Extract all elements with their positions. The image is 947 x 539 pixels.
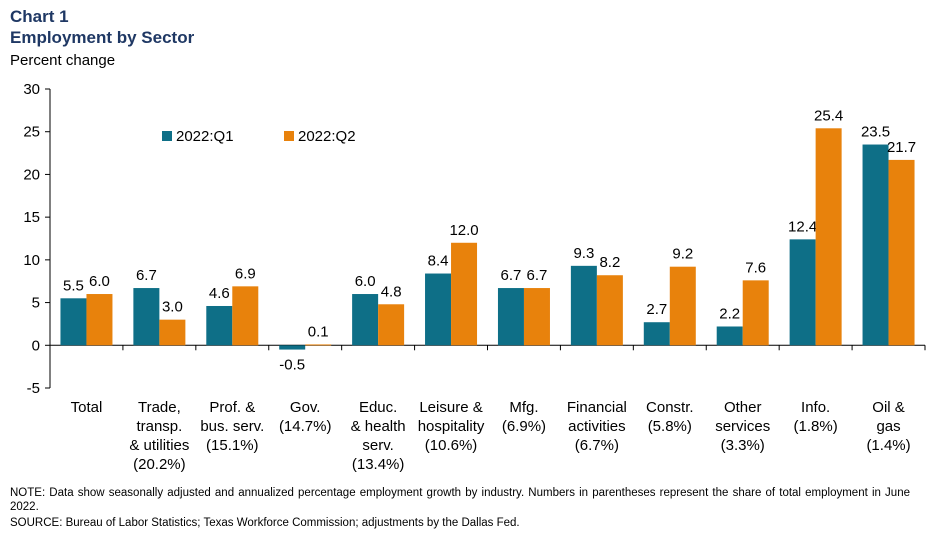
category-label: (3.3%) [721,437,765,454]
bar-chart: -5 0 5 10 15 20 25 30 5.5 6.0 Total 6.7 3.0 Trade, tra… [23,81,926,473]
data-label: -0.5 [279,357,305,374]
bar-q1 [425,273,452,346]
category-label: (1.8%) [794,418,838,435]
data-label: 5.5 [63,277,84,294]
data-label: 6.7 [501,267,522,284]
data-label: 0.1 [308,323,329,340]
y-tick-label: 15 [23,209,40,226]
bar-q2 [669,266,696,346]
legend-label: 2022:Q1 [176,128,234,145]
bar-q1 [206,305,233,346]
data-label: 8.2 [599,254,620,271]
bar-q1 [862,144,889,346]
legend-swatch-q2 [284,131,294,141]
bar-q2 [305,344,332,346]
data-label: 4.8 [381,283,402,300]
bar-q2 [523,288,550,346]
y-tick-label: -5 [27,380,40,397]
bar-q1 [133,288,160,346]
y-tick-label: 5 [32,295,40,312]
category-label: (10.6%) [425,437,478,454]
data-label: 9.2 [672,246,693,263]
data-label: 6.7 [136,267,157,284]
category-label: Oil & [872,399,905,416]
chart-title: Employment by Sector [10,28,195,47]
data-label: 12.0 [449,222,478,239]
category-label: Gov. [290,399,321,416]
bar-q2 [888,159,915,346]
bar-q1 [352,294,379,346]
data-label: 6.0 [89,273,110,290]
category-label: Other [724,399,762,416]
bar-q1 [497,288,524,346]
legend-swatch-q1 [162,131,172,141]
data-label: 6.7 [527,267,548,284]
category-label: (13.4%) [352,456,405,473]
category-label: Info. [801,399,830,416]
category-label: (6.7%) [575,437,619,454]
footnote: NOTE: Data show seasonally adjusted and … [10,487,910,513]
bar-q2 [815,128,842,346]
bar-q1 [570,265,597,346]
category-label: Financial [567,399,627,416]
bar-q1 [789,239,816,346]
data-label: 3.0 [162,299,183,316]
data-label: 12.4 [788,218,817,235]
data-label: 8.4 [428,253,449,270]
category-label: gas [876,418,900,435]
category-label: Total [71,399,103,416]
data-label: 2.2 [719,305,740,322]
bar-q1 [279,345,306,350]
y-tick-label: 25 [23,124,40,141]
chart-number: Chart 1 [10,7,69,26]
bar-q2 [86,294,113,346]
source-note: SOURCE: Bureau of Labor Statistics; Texa… [10,517,520,529]
data-label: 2.7 [646,301,667,318]
category-label: services [715,418,770,435]
data-label: 23.5 [861,124,890,141]
legend-label: 2022:Q2 [298,128,356,145]
data-label: 7.6 [745,259,766,276]
data-label: 6.9 [235,265,256,282]
category-label: Trade, [138,399,181,416]
category-label: bus. serv. [200,418,264,435]
category-label: (5.8%) [648,418,692,435]
category-label: Educ. [359,399,397,416]
category-label: transp. [136,418,182,435]
category-label: Prof. & [209,399,255,416]
bar-q2 [742,280,769,346]
category-label: Mfg. [509,399,538,416]
category-label: (20.2%) [133,456,186,473]
data-label: 4.6 [209,285,230,302]
bar-q1 [60,298,87,346]
category-label: (15.1%) [206,437,259,454]
bar-q2 [451,242,478,346]
data-label: 25.4 [814,107,843,124]
data-label: 9.3 [573,245,594,262]
y-tick-label: 10 [23,252,40,269]
category-label: (6.9%) [502,418,546,435]
bar-q2 [232,286,259,346]
category-label: activities [568,418,626,435]
bar-q2 [596,275,623,346]
category-label: Constr. [646,399,694,416]
bar-q1 [716,326,743,346]
y-tick-label: 20 [23,166,40,183]
category-label: hospitality [418,418,485,435]
bar-q2 [378,304,405,346]
category-label: Leisure & [419,399,482,416]
y-tick-label: 0 [32,337,40,354]
bar-q2 [159,319,186,346]
category-label: (14.7%) [279,418,332,435]
chart-title-block: Chart 1 Employment by Sector [10,6,194,48]
category-label: & health [351,418,406,435]
bar-q1 [643,322,670,346]
category-label: & utilities [129,437,189,454]
data-label: 21.7 [887,139,916,156]
y-axis-unit-label: Percent change [10,52,116,69]
category-label: serv. [362,437,393,454]
category-label: (1.4%) [866,437,910,454]
y-tick-label: 30 [23,81,40,98]
data-label: 6.0 [355,273,376,290]
